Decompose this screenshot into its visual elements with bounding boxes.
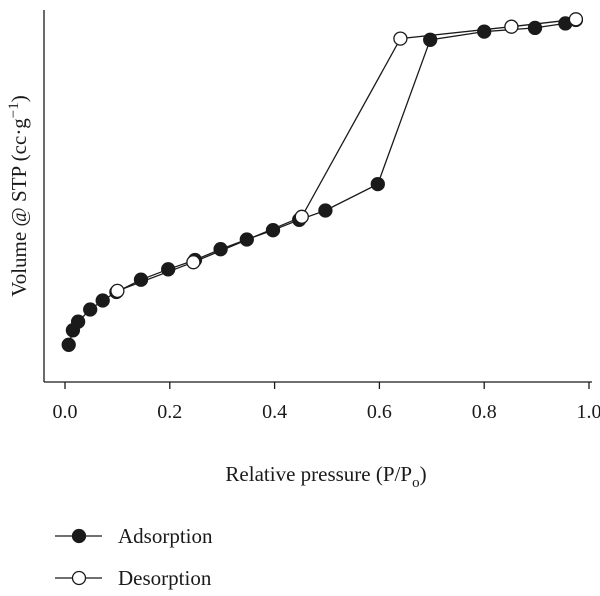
data-point-desorption	[110, 283, 125, 299]
legend-item-adsorption: Adsorption	[55, 524, 213, 548]
x-tick-label: 0.0	[53, 401, 78, 423]
x-tick-label: 0.6	[367, 401, 392, 423]
data-point-desorption	[186, 255, 201, 270]
data-point-adsorption	[527, 20, 543, 36]
series-lines	[68, 18, 577, 345]
data-point-desorption	[568, 12, 584, 27]
legend-item-desorption: Desorption	[55, 566, 212, 590]
data-point-desorption	[294, 209, 309, 224]
y-axis-title-superscript: −1	[6, 102, 22, 118]
x-ticks: 0.0 0.2 0.4 0.6 0.8 1.0	[53, 382, 600, 423]
data-point-adsorption	[265, 223, 281, 238]
data-point-adsorption	[423, 32, 438, 47]
data-point-adsorption	[161, 262, 176, 277]
series-markers	[61, 12, 584, 352]
data-point-adsorption	[61, 337, 76, 352]
legend: Adsorption Desorption	[55, 524, 213, 590]
data-point-adsorption	[239, 232, 254, 247]
data-point-adsorption	[318, 203, 333, 218]
legend-marker-desorption	[71, 570, 87, 586]
x-tick-label: 1.0	[577, 401, 600, 423]
x-axis-title: Relative pressure (P/Po)	[225, 462, 426, 491]
data-point-adsorption	[95, 293, 110, 308]
x-tick-label: 0.8	[472, 401, 497, 423]
data-point-adsorption	[477, 24, 492, 39]
legend-label-desorption: Desorption	[118, 566, 212, 590]
data-point-adsorption	[70, 314, 86, 329]
x-axis-title-subscript: o	[412, 475, 420, 491]
x-tick-label: 0.2	[157, 401, 182, 423]
data-point-adsorption	[370, 176, 385, 192]
legend-marker-adsorption	[71, 528, 87, 544]
data-point-desorption	[393, 31, 408, 46]
series-line-desorption	[117, 18, 576, 292]
data-point-adsorption	[133, 272, 149, 287]
y-axis-title: Volume @ STP (cc·g−1)	[6, 95, 31, 297]
data-point-adsorption	[213, 242, 228, 257]
series-line-adsorption	[68, 19, 577, 345]
data-point-adsorption	[83, 302, 98, 317]
data-point-desorption	[504, 19, 519, 34]
legend-label-adsorption: Adsorption	[118, 524, 213, 548]
plot-frame	[43, 10, 592, 383]
x-tick-label: 0.4	[262, 401, 287, 423]
